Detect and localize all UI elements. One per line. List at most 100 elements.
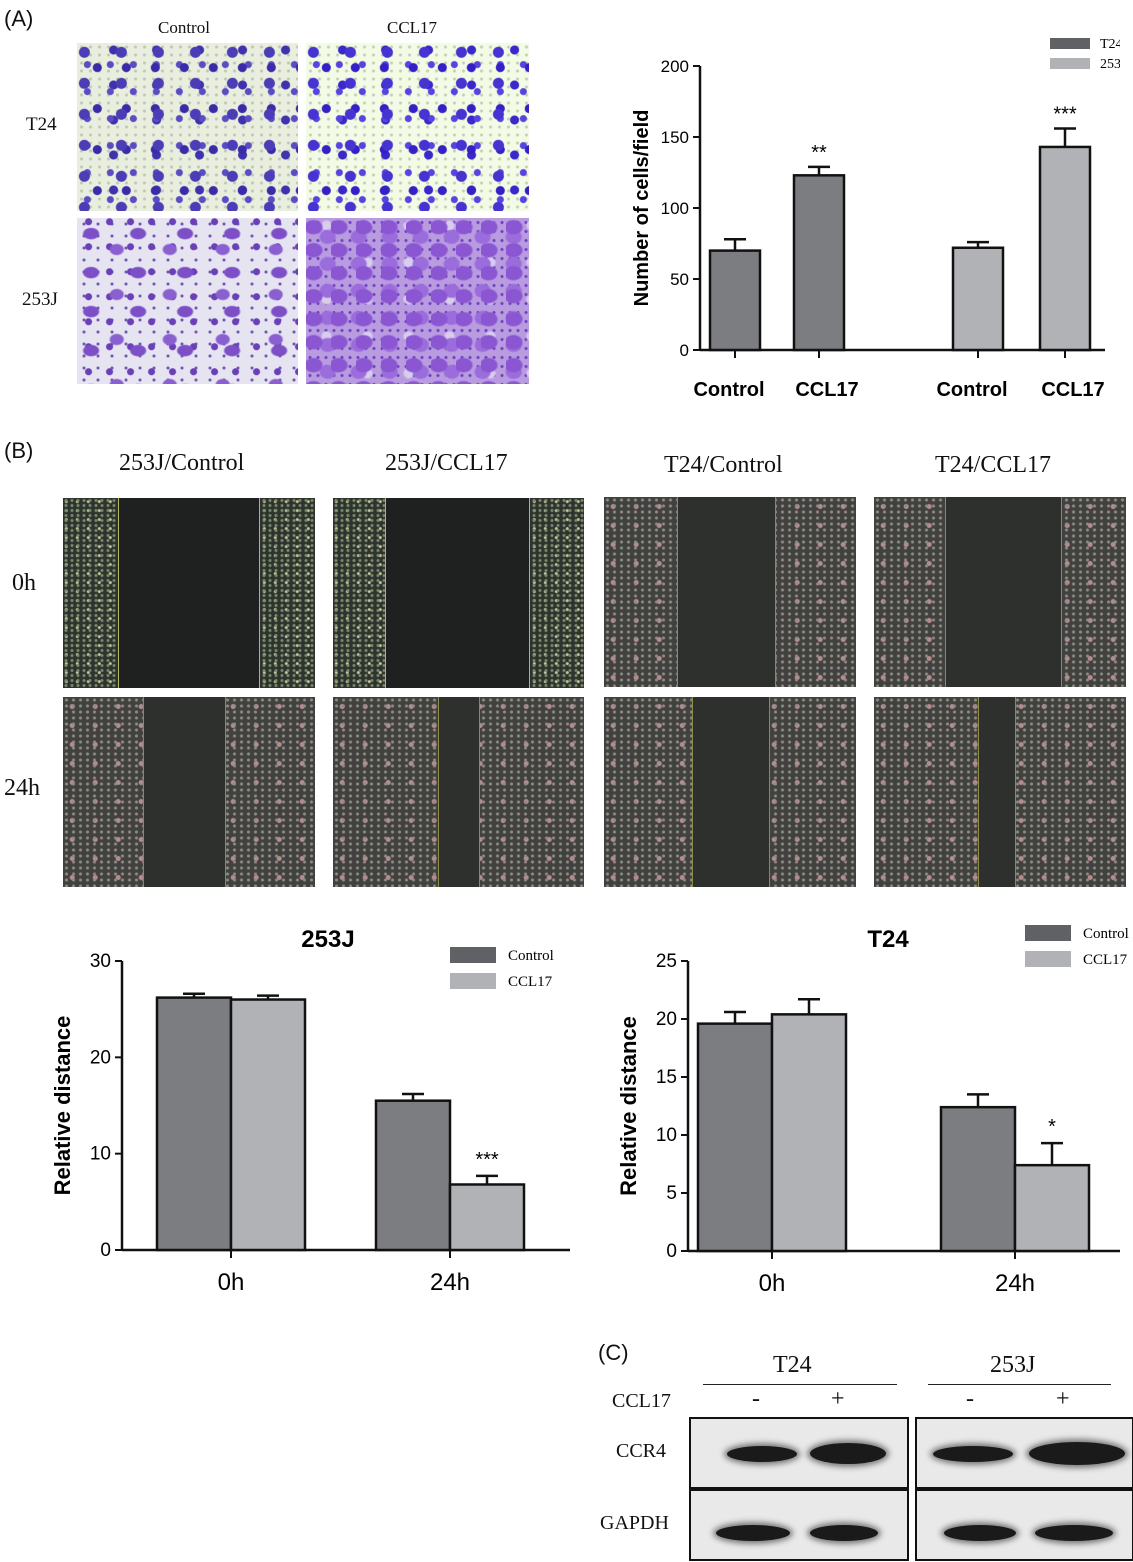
row-label-t24: T24 (26, 114, 57, 135)
y-axis-label: Relative distance (616, 1016, 641, 1196)
scratch-image-t24-ccl17-0h (874, 497, 1126, 687)
blot-treatment-label: CCL17 (612, 1390, 671, 1412)
y-axis-label: Relative distance (50, 1016, 75, 1196)
blot-sign-253j-plus: + (1056, 1386, 1070, 1412)
transwell-image-t24-ccl17 (306, 43, 529, 211)
significance-marker: ** (811, 142, 827, 164)
y-tick-label: 15 (656, 1067, 677, 1088)
band-gapdh-253j-control (944, 1525, 1016, 1541)
bar-253j-control (951, 246, 1005, 352)
legend-label-1: 253J (1100, 57, 1120, 72)
y-tick-label: 20 (656, 1009, 677, 1030)
x-tick-label: Control (936, 379, 1007, 401)
significance-marker: * (1048, 1116, 1056, 1138)
scratch-image-t24-control-0h (604, 497, 856, 687)
chart-title: 253J (301, 926, 354, 953)
legend-label-0: Control (508, 948, 554, 964)
legend-swatch-0 (450, 947, 496, 963)
x-tick-label: Control (693, 379, 764, 401)
legend-swatch-0 (1050, 38, 1090, 49)
blot-row-label-gapdh: GAPDH (600, 1512, 669, 1534)
y-tick-label: 100 (661, 199, 689, 218)
blot-ccr4-253j (915, 1417, 1133, 1489)
y-tick-label: 25 (656, 951, 677, 972)
scratch-image-t24-ccl17-24h (874, 697, 1126, 887)
band-ccr4-t24-control (727, 1446, 797, 1462)
bar-0h-control (155, 996, 233, 1252)
y-tick-label: 10 (90, 1144, 111, 1165)
bar-0h-ccl17 (770, 1013, 848, 1253)
band-ccr4-253j-ccl17 (1029, 1442, 1125, 1465)
x-tick-label: CCL17 (1041, 379, 1104, 401)
y-tick-label: 30 (90, 951, 111, 972)
legend-label-1: CCL17 (1083, 952, 1128, 968)
transwell-image-253j-ccl17 (306, 218, 529, 384)
y-tick-label: 0 (100, 1240, 111, 1261)
scratch-image-253j-control-24h (63, 697, 315, 887)
blot-group-label-253j: 253J (990, 1352, 1036, 1378)
transwell-chart: 0 50 100 150 200 Number of cells/field Control… (631, 37, 1120, 401)
band-gapdh-253j-ccl17 (1035, 1525, 1113, 1541)
scratch-image-253j-control-0h (63, 498, 315, 688)
blot-group-line-t24 (703, 1384, 897, 1385)
x-tick-label: 24h (430, 1269, 470, 1296)
blot-ccr4-t24 (689, 1417, 909, 1489)
legend-label-0: T24 (1100, 37, 1120, 52)
col-label-t24-control: T24/Control (664, 452, 783, 478)
blot-group-label-t24: T24 (773, 1352, 812, 1378)
bar-253j-ccl17 (1038, 145, 1092, 352)
col-label-t24-ccl17: T24/CCL17 (935, 452, 1052, 478)
legend-label-1: CCL17 (508, 974, 553, 990)
bar-0h-ccl17 (229, 998, 307, 1252)
legend-swatch-1 (1050, 58, 1090, 69)
y-tick-label: 20 (90, 1047, 111, 1068)
col-label-253j-ccl17: 253J/CCL17 (385, 450, 508, 476)
panel-label-c: (C) (598, 1340, 629, 1365)
x-tick-label: 0h (218, 1269, 245, 1296)
col-label-control: Control (158, 18, 210, 37)
x-tick-label: CCL17 (795, 379, 858, 401)
chart-title: T24 (867, 926, 909, 953)
y-tick-label: 10 (656, 1125, 677, 1146)
row-label-24h: 24h (4, 775, 40, 801)
y-tick-label: 50 (670, 270, 689, 289)
legend-swatch-0 (1025, 925, 1071, 941)
bar-0h-control (696, 1022, 774, 1253)
blot-row-label-ccr4: CCR4 (616, 1440, 667, 1462)
migration-chart-t24: T24 0 5 10 15 20 25 Relative distance 0h * 24h Cont… (616, 925, 1129, 1297)
significance-marker: *** (475, 1149, 499, 1171)
blot-sign-t24-minus: - (752, 1386, 760, 1412)
panel-label-a: (A) (4, 6, 34, 31)
transwell-image-t24-control (77, 43, 298, 211)
band-gapdh-t24-ccl17 (810, 1525, 878, 1541)
bar-t24-ccl17 (792, 174, 846, 352)
significance-marker: *** (1053, 103, 1077, 125)
x-tick-label: 24h (995, 1270, 1035, 1297)
col-label-ccl17: CCL17 (387, 18, 438, 37)
blot-sign-t24-plus: + (831, 1386, 845, 1412)
y-tick-label: 5 (666, 1183, 677, 1204)
band-gapdh-t24-control (716, 1525, 790, 1541)
bar-24h-control (374, 1099, 452, 1252)
x-tick-label: 0h (759, 1270, 786, 1297)
scratch-image-253j-ccl17-24h (333, 697, 584, 887)
y-tick-label: 0 (680, 341, 689, 360)
bar-t24-control (708, 249, 762, 352)
transwell-image-253j-control (77, 218, 298, 384)
bar-24h-control (939, 1105, 1017, 1253)
bar-24h-ccl17 (1013, 1163, 1091, 1253)
blot-group-line-253j (928, 1384, 1111, 1385)
bar-24h-ccl17 (448, 1183, 526, 1252)
row-label-253j: 253J (22, 289, 58, 310)
legend-swatch-1 (1025, 951, 1071, 967)
band-ccr4-t24-ccl17 (810, 1443, 886, 1464)
y-tick-label: 150 (661, 128, 689, 147)
y-tick-label: 200 (661, 57, 689, 76)
band-ccr4-253j-control (933, 1446, 1013, 1462)
col-label-253j-control: 253J/Control (119, 450, 245, 476)
panel-label-b: (B) (4, 438, 34, 463)
scratch-image-t24-control-24h (604, 697, 856, 887)
blot-gapdh-t24 (689, 1489, 909, 1561)
legend-label-0: Control (1083, 926, 1129, 942)
y-tick-label: 0 (666, 1241, 677, 1262)
